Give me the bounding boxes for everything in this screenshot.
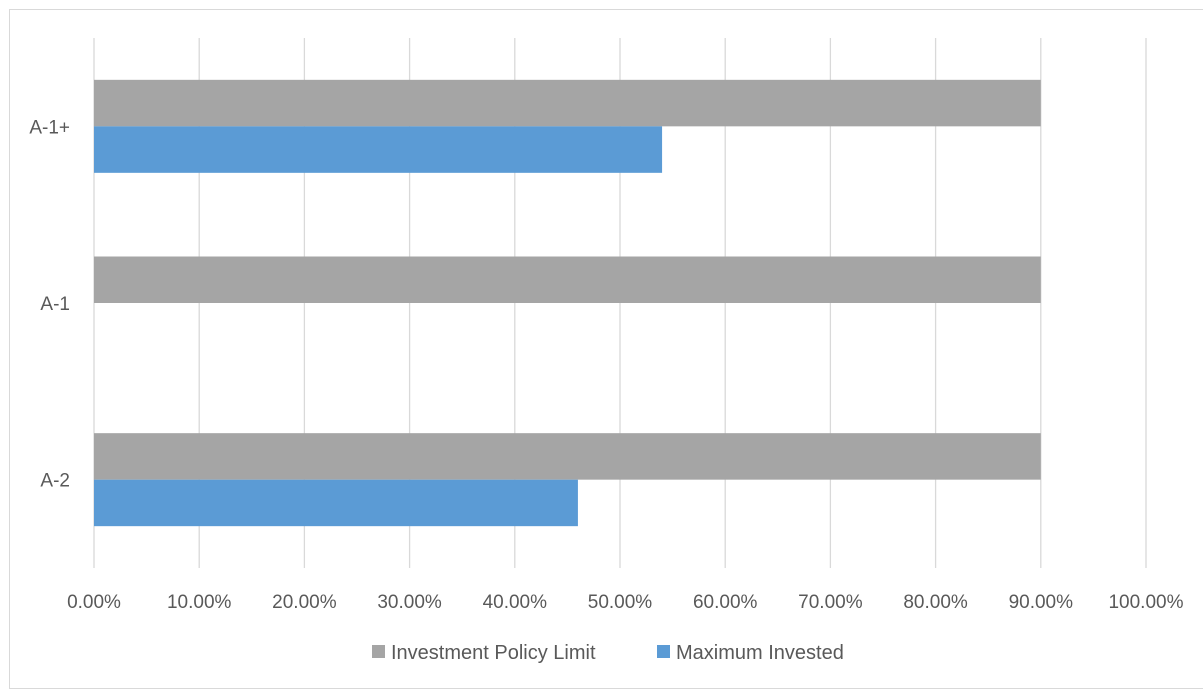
bar-policy-limit bbox=[94, 256, 1041, 303]
legend: Investment Policy Limit Maximum Invested bbox=[372, 642, 844, 664]
x-tick-label: 10.00% bbox=[167, 592, 232, 613]
bar-maximum-invested bbox=[94, 479, 578, 527]
legend-label: Investment Policy Limit bbox=[391, 642, 596, 664]
x-tick-label: 80.00% bbox=[903, 592, 968, 613]
category-label: A-2 bbox=[40, 471, 70, 492]
category-label: A-1+ bbox=[29, 117, 70, 138]
x-tick-label: 30.00% bbox=[377, 592, 442, 613]
x-tick-label: 90.00% bbox=[1009, 592, 1074, 613]
category-label: A-1 bbox=[40, 294, 70, 315]
legend-swatch bbox=[372, 645, 385, 658]
bar-maximum-invested bbox=[94, 126, 663, 173]
legend-label: Maximum Invested bbox=[676, 642, 844, 664]
x-tick-label: 100.00% bbox=[1108, 592, 1183, 613]
x-tick-label: 20.00% bbox=[272, 592, 337, 613]
x-tick-label: 0.00% bbox=[67, 592, 121, 613]
bar-policy-limit bbox=[94, 433, 1041, 480]
bar-policy-limit bbox=[94, 79, 1041, 127]
x-tick-label: 40.00% bbox=[483, 592, 548, 613]
legend-swatch bbox=[657, 645, 670, 658]
x-tick-label: 50.00% bbox=[588, 592, 653, 613]
x-tick-label: 70.00% bbox=[798, 592, 863, 613]
x-tick-label: 60.00% bbox=[693, 592, 758, 613]
